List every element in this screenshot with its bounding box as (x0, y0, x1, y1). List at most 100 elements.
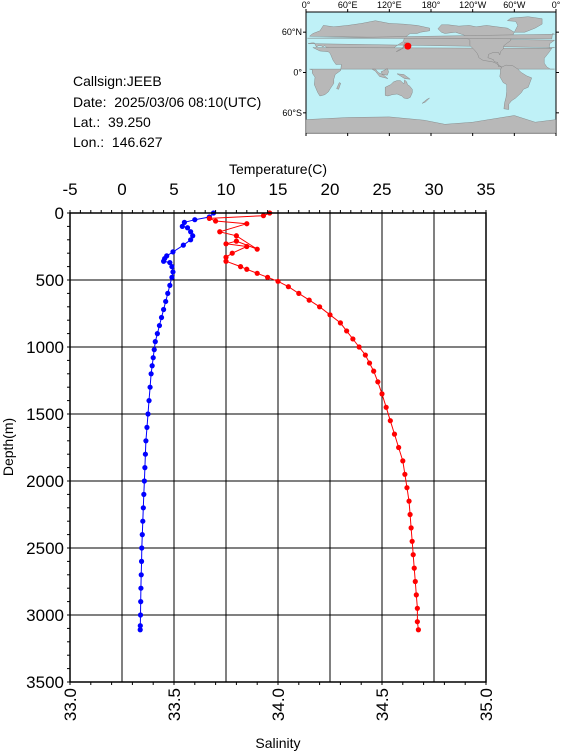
chart-area: 0 500 1000 1500 2000 2500 3000 3500 -5 0 5 10 15 20 25… (0, 161, 496, 751)
temperature-point (138, 572, 144, 578)
temperature-point (167, 259, 173, 266)
map-lat-label: 0° (293, 68, 302, 78)
land-polygon (506, 16, 543, 33)
land-polygon (396, 42, 408, 52)
temperature-point (167, 282, 173, 288)
temperature-tick-label: 35 (477, 180, 496, 199)
temperature-point (170, 249, 176, 255)
temperature-point (142, 465, 148, 471)
salinity-point (387, 418, 393, 424)
salinity-point (396, 444, 402, 451)
salinity-point (408, 525, 414, 531)
temperature-point (142, 451, 148, 457)
temperature-point (188, 237, 194, 243)
salinity-point (407, 511, 413, 518)
temperature-point (143, 438, 149, 444)
series-layer (137, 210, 421, 633)
salinity-tick-label: 33.0 (61, 688, 80, 721)
depth-tick-label: 2500 (26, 539, 64, 558)
salinity-point (350, 336, 356, 342)
temperature-point (137, 627, 143, 633)
map-lon-label: 60°E (338, 0, 358, 10)
date-text: Date: 2025/03/06 08:10(UTC) (73, 94, 262, 110)
temperature-point (138, 558, 145, 565)
temperature-point (137, 612, 144, 618)
temperature-point (188, 229, 194, 235)
salinity-point (244, 266, 250, 272)
temperature-point (137, 623, 143, 629)
salinity-point (414, 619, 420, 625)
salinity-tick-label: 34.5 (373, 688, 392, 721)
temperature-point (151, 347, 157, 353)
map-lon-label: 180° (422, 0, 441, 10)
depth-tick-label: 3500 (26, 673, 64, 692)
temperature-point (140, 518, 146, 524)
temperature-point (169, 274, 175, 280)
land-polygon (421, 97, 430, 104)
salinity-point (254, 246, 260, 252)
temperature-point (139, 532, 145, 538)
y-axis-title: Depth(m) (0, 418, 16, 476)
map-ticks (303, 9, 559, 136)
map-lon-label: 0° (552, 0, 561, 10)
temperature-point (156, 322, 163, 329)
land-polygon (396, 73, 411, 80)
temperature-point (161, 306, 167, 313)
salinity-point (223, 258, 229, 264)
salinity-point (229, 250, 235, 256)
temperature-point (165, 290, 171, 296)
temperature-point (138, 585, 144, 591)
temperature-tick-label: 15 (269, 180, 288, 199)
temperature-point (149, 363, 155, 369)
salinity-point (244, 243, 250, 250)
map-labels: 0° 60°E 120°E 180° 120°W 60°W 0° 60°N 0° 60°S (282, 0, 561, 118)
salinity-point (406, 498, 412, 504)
top-axis-title: Temperature(C) (229, 161, 327, 177)
temperature-point (140, 505, 146, 511)
temperature-point (152, 339, 158, 345)
temperature-tick-label: 20 (321, 180, 340, 199)
map-lon-label: 0° (302, 0, 311, 10)
temperature-point (146, 398, 152, 404)
salinity-point (344, 328, 350, 334)
salinity-point (375, 379, 381, 385)
land-polygon (499, 64, 532, 110)
salinity-point (404, 485, 410, 491)
salinity-point (362, 352, 368, 358)
temperature-point (179, 223, 185, 229)
salinity-point (260, 213, 267, 219)
salinity-point (223, 241, 229, 247)
temperature-point (145, 411, 151, 417)
depth-tick-label: 500 (36, 271, 64, 290)
salinity-point (206, 215, 212, 221)
salinity-point (414, 605, 420, 611)
salinity-point (237, 264, 244, 270)
salinity-point (409, 538, 415, 544)
salinity-point (337, 320, 343, 326)
salinity-point (265, 274, 271, 280)
salinity-tick-label: 33.5 (165, 688, 184, 721)
temperature-tick-label: -5 (62, 180, 77, 199)
land-polygon (307, 33, 555, 40)
salinity-point (244, 221, 250, 227)
salinity-tick-label: 34.0 (269, 688, 288, 721)
temperature-point (190, 233, 196, 239)
salinity-point (391, 431, 398, 437)
temperature-point (184, 225, 191, 231)
salinity-point (233, 238, 239, 244)
depth-tick-label: 3000 (26, 606, 64, 625)
map-lat-label: 60°S (282, 108, 302, 118)
land-polygon (380, 68, 389, 76)
map-lat-label: 60°N (282, 27, 302, 37)
axis-ticks (67, 210, 487, 685)
salinity-point (327, 312, 333, 318)
temperature-point (163, 298, 169, 305)
land-polygon (371, 68, 389, 79)
temperature-point (170, 269, 176, 275)
salinity-point (412, 578, 418, 585)
land-polygon (385, 79, 413, 99)
salinity-point (383, 404, 389, 410)
land-polygon (336, 82, 341, 90)
salinity-point (275, 278, 281, 284)
